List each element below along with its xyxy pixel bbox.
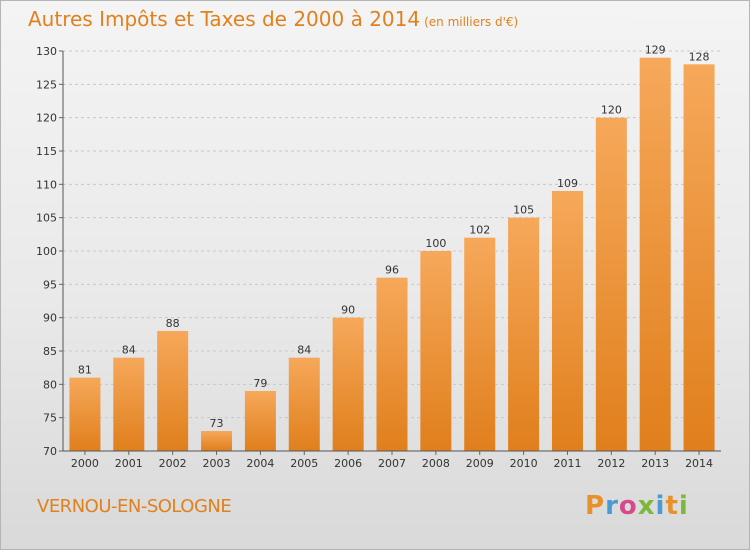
- x-tick-label: 2003: [203, 457, 231, 470]
- bar: [332, 317, 364, 451]
- data-label: 88: [166, 317, 180, 330]
- y-tick-label: 70: [43, 445, 57, 458]
- data-label: 96: [385, 264, 399, 277]
- x-tick-label: 2001: [115, 457, 143, 470]
- chart-title: Autres Impôts et Taxes de 2000 à 2014 (en…: [28, 7, 518, 31]
- x-tick-label: 2011: [553, 457, 581, 470]
- city-name: VERNOU-EN-SOLOGNE: [37, 496, 232, 517]
- data-label: 81: [78, 364, 92, 377]
- axis-layer: 70 75 80 85 90 95 100 105 110 115 120 125 130 2000 200…: [36, 45, 721, 470]
- y-tick-label: 115: [36, 145, 57, 158]
- bar: [157, 331, 189, 451]
- bar: [201, 431, 233, 451]
- chart-unit-label: (en milliers d'€): [424, 15, 519, 29]
- data-label: 129: [645, 44, 666, 57]
- y-tick-label: 75: [43, 412, 57, 425]
- data-label: 84: [297, 344, 311, 357]
- data-label: 100: [425, 237, 446, 250]
- bar: [113, 357, 145, 451]
- data-label: 109: [557, 177, 578, 190]
- bar: [595, 117, 627, 452]
- y-tick-label: 95: [43, 278, 57, 291]
- x-tick-label: 2006: [334, 457, 362, 470]
- y-tick-label: 105: [36, 212, 57, 225]
- x-tick-label: 2005: [290, 457, 318, 470]
- bar: [69, 377, 101, 451]
- y-tick-label: 80: [43, 378, 57, 391]
- y-tick-label: 125: [36, 78, 57, 91]
- x-tick-label: 2009: [466, 457, 494, 470]
- data-label: 84: [122, 344, 136, 357]
- bar: [376, 277, 408, 451]
- bar: [244, 391, 276, 451]
- logo-letter: P: [585, 491, 606, 521]
- y-tick-label: 90: [43, 312, 57, 325]
- logo-letter: x: [637, 491, 656, 521]
- chart-title-text: Autres Impôts et Taxes de 2000 à 2014: [28, 7, 421, 31]
- logo-letter: r: [605, 491, 619, 521]
- logo-letter: i: [655, 491, 666, 521]
- bar: [288, 357, 320, 451]
- y-tick-label: 120: [36, 112, 57, 125]
- bar: [508, 217, 540, 451]
- bar: [551, 191, 583, 451]
- data-label: 90: [341, 304, 355, 317]
- bar: [683, 64, 715, 452]
- logo-letter: o: [618, 491, 638, 521]
- x-tick-label: 2014: [685, 457, 713, 470]
- data-label: 73: [210, 417, 224, 430]
- bars-layer: 81 84 88 73 79 84 90 96 100 102 105 109 120 129 128: [69, 44, 715, 452]
- logo-letter: i: [678, 491, 689, 521]
- x-tick-label: 2008: [422, 457, 450, 470]
- x-tick-label: 2010: [510, 457, 538, 470]
- bar: [464, 237, 496, 451]
- data-label: 102: [469, 224, 490, 237]
- y-tick-label: 85: [43, 345, 57, 358]
- y-tick-label: 100: [36, 245, 57, 258]
- data-label: 79: [253, 377, 267, 390]
- x-tick-label: 2004: [246, 457, 274, 470]
- x-tick-label: 2012: [597, 457, 625, 470]
- proxiti-logo[interactable]: Proxiti: [585, 491, 689, 521]
- bar: [420, 251, 452, 451]
- x-tick-label: 2007: [378, 457, 406, 470]
- x-tick-label: 2002: [159, 457, 187, 470]
- x-tick-label: 2000: [71, 457, 99, 470]
- y-tick-label: 110: [36, 178, 57, 191]
- y-tick-label: 130: [36, 45, 57, 58]
- data-label: 120: [601, 104, 622, 117]
- logo-letter: t: [665, 491, 679, 521]
- data-label: 128: [689, 50, 710, 63]
- data-label: 105: [513, 204, 534, 217]
- bar: [639, 57, 671, 452]
- x-tick-label: 2013: [641, 457, 669, 470]
